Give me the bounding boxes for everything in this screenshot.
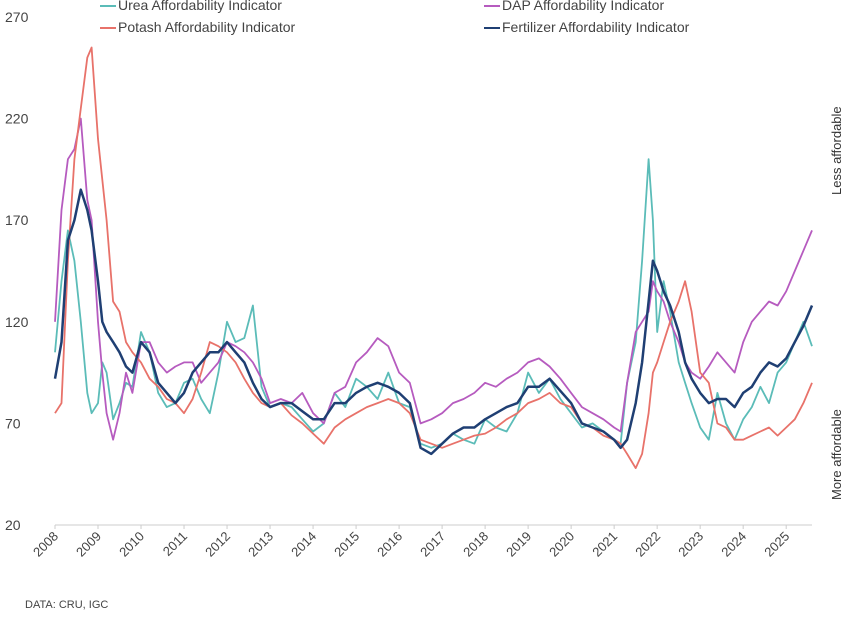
more-affordable-label: More affordable: [829, 409, 844, 500]
x-tick-label: 2016: [374, 529, 405, 560]
legend-label-dap: DAP Affordability Indicator: [502, 0, 665, 13]
x-tick-label: 2021: [589, 529, 620, 560]
x-tick-label: 2009: [73, 529, 104, 560]
x-tick-label: 2023: [675, 529, 706, 560]
y-tick-label: 170: [5, 212, 29, 228]
series-line-urea: [54, 158, 813, 449]
series-line-fertilizer: [53, 188, 814, 456]
data-source-note: DATA: CRU, IGC: [25, 599, 109, 611]
series-lines: [53, 46, 814, 470]
x-tick-label: 2011: [160, 529, 190, 559]
x-tick-label: 2019: [503, 529, 534, 560]
x-tick-label: 2013: [245, 529, 276, 560]
series-line-potash: [54, 46, 813, 470]
legend-swatch-potash: [100, 27, 116, 30]
legend-item-fertilizer: Fertilizer Affordability Indicator: [484, 19, 689, 35]
x-tick-label: 2010: [116, 529, 147, 560]
legend-item-dap: DAP Affordability Indicator: [484, 0, 664, 13]
less-affordable-label: Less affordable: [829, 106, 844, 195]
x-tick-label: 2017: [417, 529, 448, 560]
x-axis-ticks: 2008 2009 2010 2011 2012 2013 2014 2015 2016 2017…: [30, 525, 792, 560]
x-tick-label: 2020: [546, 529, 577, 560]
x-tick-label: 2012: [202, 529, 233, 560]
legend-label-fertilizer: Fertilizer Affordability Indicator: [502, 19, 690, 35]
legend-item-urea: Urea Affordability Indicator: [100, 0, 282, 13]
y-tick-label: 220: [5, 111, 29, 127]
legend-item-potash: Potash Affordability Indicator: [100, 19, 295, 35]
x-tick-label: 2014: [288, 529, 319, 560]
y-tick-label: 120: [5, 314, 29, 330]
y-tick-label: 20: [5, 517, 21, 533]
x-tick-label: 2018: [460, 529, 491, 560]
legend-swatch-dap: [484, 5, 500, 8]
x-tick-label: 2022: [632, 529, 663, 560]
legend-swatch-fertilizer: [484, 27, 500, 30]
y-tick-label: 270: [5, 9, 29, 25]
x-tick-label: 2015: [331, 529, 362, 560]
x-tick-label: 2024: [718, 529, 749, 560]
legend-swatch-urea: [100, 5, 116, 8]
y-axis-ticks: 20 70 120 170 220 270: [5, 9, 29, 533]
legend-label-urea: Urea Affordability Indicator: [118, 0, 282, 13]
x-tick-label: 2025: [761, 529, 792, 560]
legend-label-potash: Potash Affordability Indicator: [118, 19, 296, 35]
y-tick-label: 70: [5, 415, 21, 431]
x-tick-label: 2008: [30, 529, 61, 560]
